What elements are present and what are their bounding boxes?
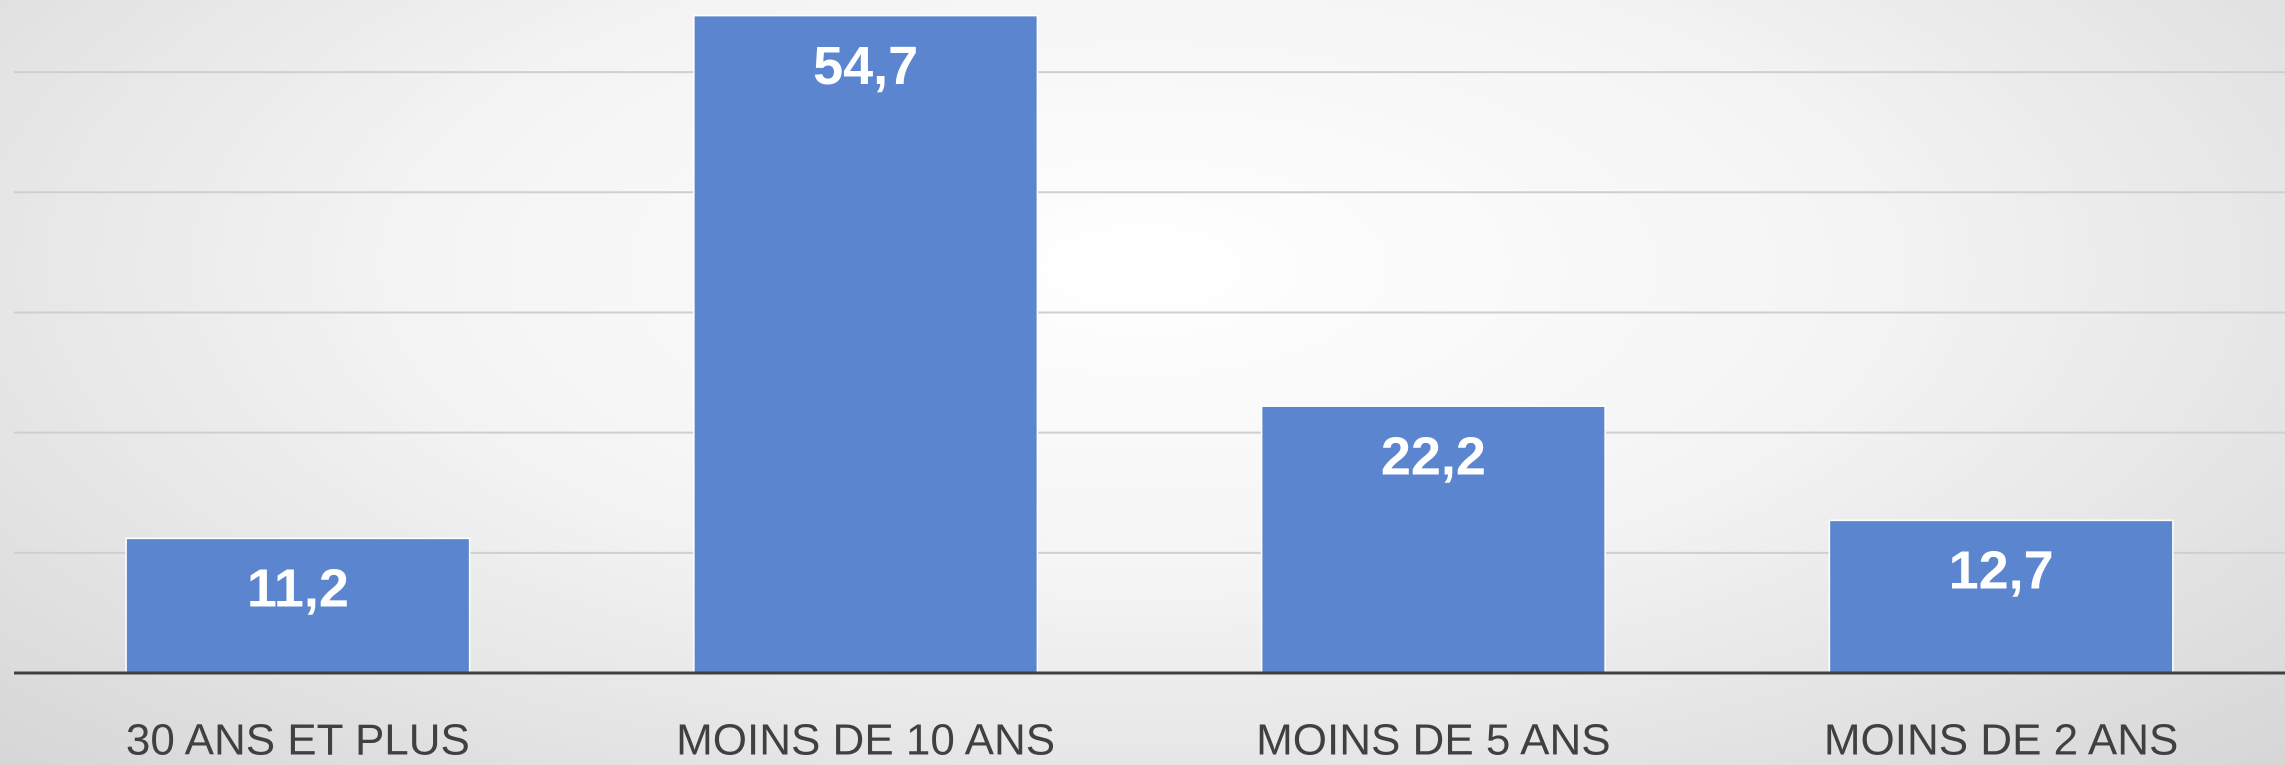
bar (1828, 519, 2174, 674)
bar (693, 14, 1039, 674)
x-tick-label: 30 ANS ET PLUS (126, 716, 470, 765)
value-label: 11,2 (247, 559, 349, 619)
value-label: 12,7 (1949, 541, 2054, 601)
x-tick-label: MOINS DE 2 ANS (1824, 716, 2179, 765)
x-tick-label: MOINS DE 10 ANS (676, 716, 1055, 765)
bar (125, 537, 471, 674)
value-label: 22,2 (1381, 426, 1486, 486)
x-tick-label: MOINS DE 5 ANS (1256, 716, 1611, 765)
value-label: 54,7 (813, 36, 918, 96)
bar (1260, 405, 1606, 674)
